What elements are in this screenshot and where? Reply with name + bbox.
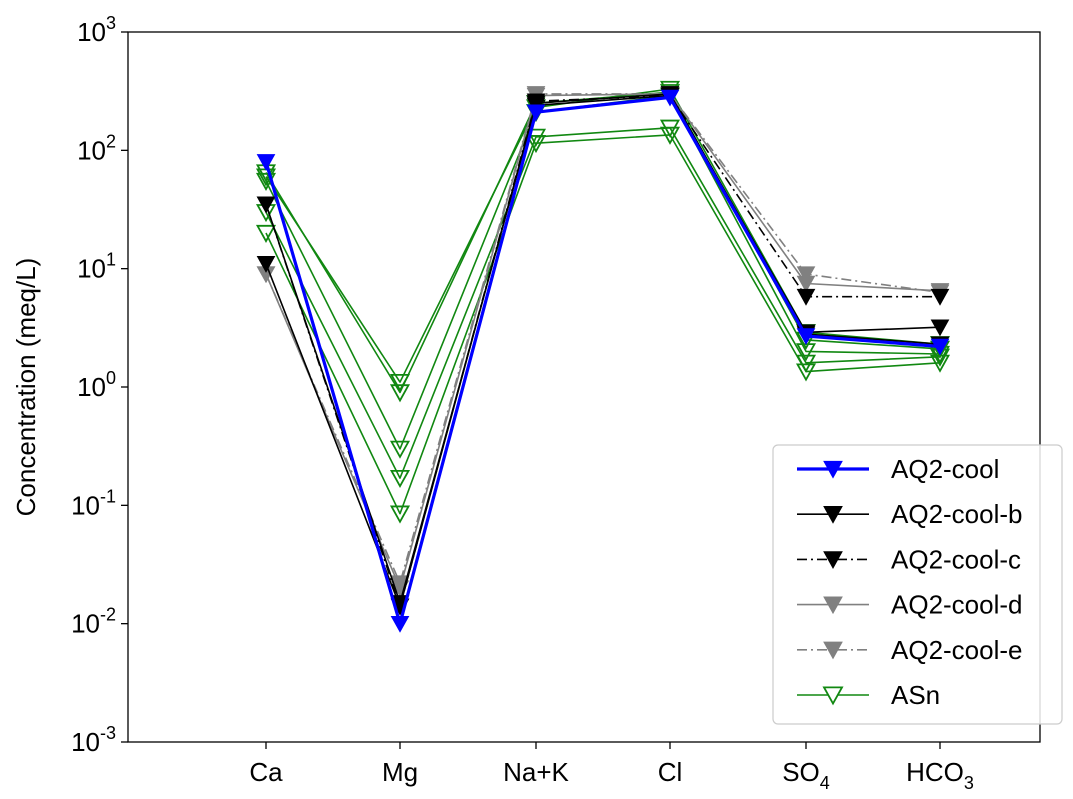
x-tick-main: Cl <box>658 757 683 787</box>
legend-item: AQ2-cool-c <box>797 544 1021 574</box>
legend-label: AQ2-cool-d <box>891 590 1023 620</box>
x-tick-main: Na+K <box>503 757 569 787</box>
series-line <box>265 94 940 608</box>
data-point <box>255 224 277 243</box>
legend-item: AQ2-cool-b <box>797 499 1023 529</box>
y-tick-base: 10 <box>77 17 106 47</box>
x-tick-label: Na+K <box>503 757 569 787</box>
y-tick-label: 101 <box>77 250 116 284</box>
y-tick-label: 10-2 <box>71 605 116 639</box>
y-tick-exponent: -3 <box>100 723 116 743</box>
data-point <box>390 615 410 633</box>
data-point <box>256 256 276 273</box>
y-tick-exponent: 2 <box>106 131 116 151</box>
series-aq2-cool <box>256 89 950 633</box>
legend-label: ASn <box>891 680 940 710</box>
legend-item: AQ2-cool <box>797 454 999 484</box>
y-tick-base: 10 <box>71 609 100 639</box>
data-point <box>930 288 950 306</box>
data-point <box>660 89 680 107</box>
y-tick-base: 10 <box>77 135 106 165</box>
x-tick-subscript: 3 <box>964 773 974 793</box>
series-line <box>265 127 941 479</box>
x-tick-main: Ca <box>249 757 283 787</box>
series-line <box>265 94 941 450</box>
legend-label: AQ2-cool-e <box>891 635 1023 665</box>
legend-marker <box>823 460 843 479</box>
data-point <box>795 363 817 382</box>
legend-label: AQ2-cool <box>891 454 999 484</box>
y-tick-exponent: -1 <box>100 486 116 506</box>
x-tick-main: HCO <box>906 757 964 787</box>
data-point <box>796 328 816 346</box>
y-tick-base: 10 <box>77 254 106 284</box>
series-line <box>265 91 941 394</box>
y-tick-base: 10 <box>71 490 100 520</box>
data-point <box>389 505 411 524</box>
data-point <box>930 319 950 337</box>
data-point <box>930 338 950 356</box>
data-point <box>525 135 547 154</box>
y-tick-exponent: -2 <box>100 605 116 625</box>
data-point <box>796 266 816 284</box>
x-tick-main: Mg <box>382 757 418 787</box>
y-tick-base: 10 <box>77 372 106 402</box>
x-tick-label: SO4 <box>782 757 830 793</box>
y-tick-label: 103 <box>77 13 116 47</box>
x-tick-main: SO <box>782 757 820 787</box>
data-point <box>929 354 951 373</box>
legend-marker <box>822 686 844 706</box>
data-point <box>389 384 411 403</box>
data-point <box>256 154 276 171</box>
legend-marker <box>823 596 843 615</box>
series-line <box>265 94 941 604</box>
x-axis: Ca Mg Na+K Cl SO4 HCO3 <box>249 742 974 793</box>
legend: AQ2-cool AQ2-cool-b AQ2-cool-c AQ2-cool-d AQ… <box>772 444 1063 725</box>
y-tick-exponent: 3 <box>106 13 116 33</box>
data-point <box>659 126 681 145</box>
series-line <box>265 93 941 584</box>
legend-label: AQ2-cool-b <box>891 499 1023 529</box>
legend-item: ASn <box>797 680 940 710</box>
series-layer <box>255 80 951 633</box>
y-tick-base: 10 <box>71 727 100 757</box>
legend-marker <box>823 551 843 569</box>
y-tick-exponent: 0 <box>106 368 116 388</box>
legend-marker <box>823 506 843 524</box>
data-point <box>526 93 546 111</box>
x-tick-label: Ca <box>249 757 283 787</box>
y-tick-label: 102 <box>77 131 116 165</box>
data-point <box>389 469 411 488</box>
data-point <box>390 575 410 593</box>
data-point <box>526 104 546 122</box>
legend-item: AQ2-cool-d <box>797 590 1023 620</box>
series-line <box>265 134 941 515</box>
y-tick-label: 10-1 <box>71 486 116 520</box>
y-tick-label: 10-3 <box>71 723 116 757</box>
legend-label: AQ2-cool-c <box>891 544 1021 574</box>
x-tick-label: Mg <box>382 757 418 787</box>
y-tick-label: 100 <box>77 368 116 402</box>
data-point <box>525 128 547 147</box>
legend-item: AQ2-cool-e <box>797 635 1023 665</box>
data-point <box>256 196 276 214</box>
x-tick-label: HCO3 <box>906 757 974 793</box>
data-point <box>389 440 411 459</box>
x-tick-subscript: 4 <box>820 773 830 793</box>
series-line <box>264 95 941 626</box>
x-tick-label: Cl <box>658 757 683 787</box>
legend-marker <box>823 641 843 660</box>
y-tick-exponent: 1 <box>106 250 116 270</box>
y-axis-title: Concentration (meq/L) <box>11 258 41 517</box>
data-point <box>796 288 816 306</box>
